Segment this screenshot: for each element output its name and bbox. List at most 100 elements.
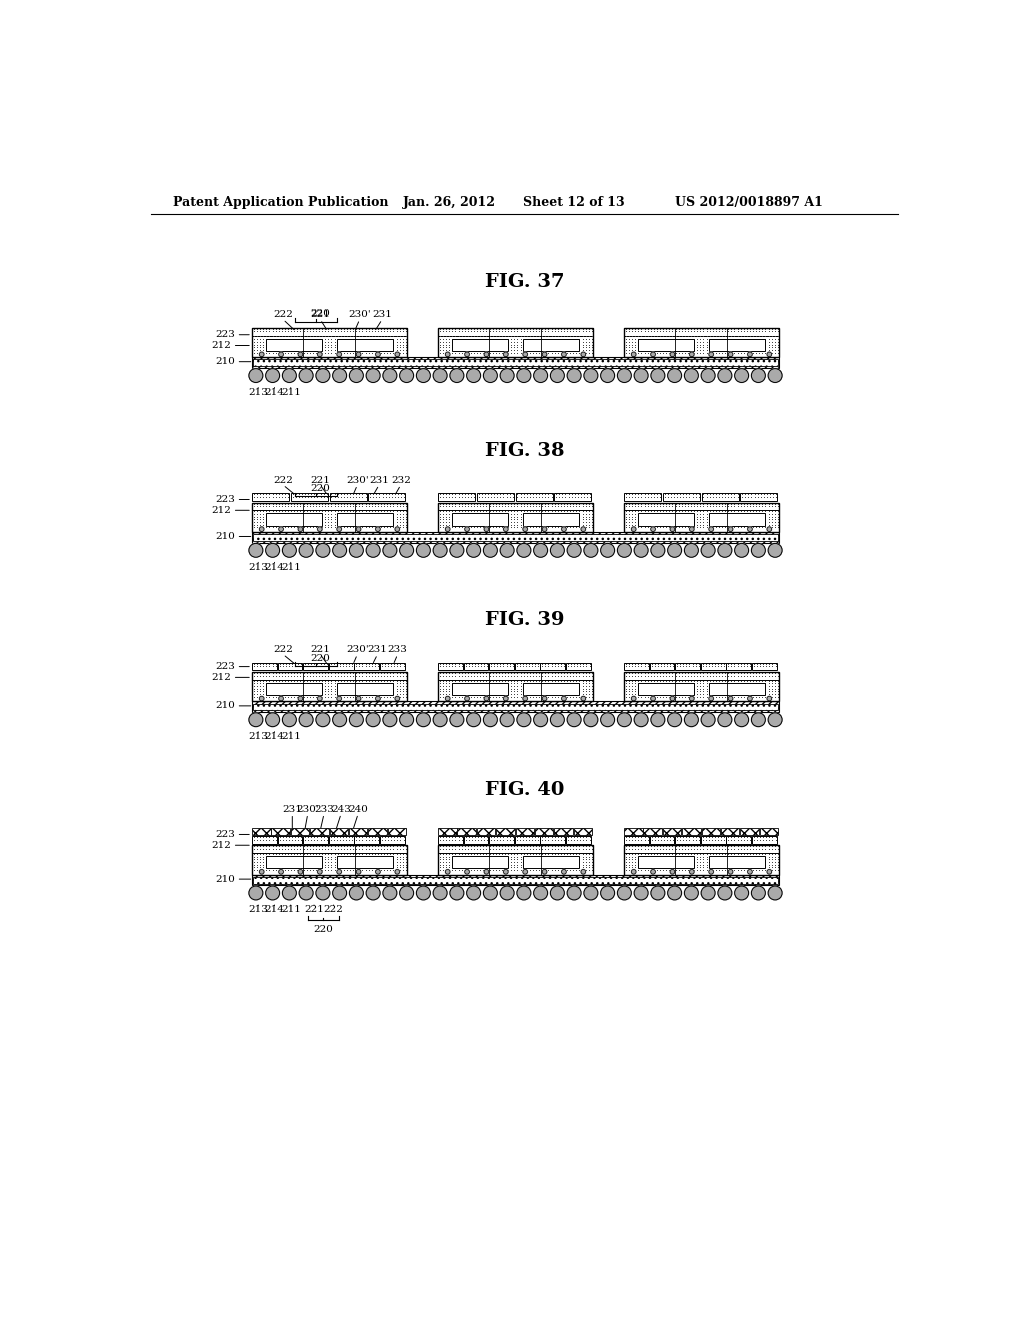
Bar [303, 836, 328, 843]
Circle shape [668, 368, 682, 383]
Text: 212: 212 [211, 673, 231, 682]
Circle shape [551, 713, 564, 726]
Bar [624, 663, 649, 671]
Bar [624, 845, 779, 874]
Circle shape [333, 886, 346, 900]
Bar [464, 836, 488, 843]
Bar [278, 663, 302, 671]
Circle shape [259, 870, 264, 874]
Circle shape [689, 352, 694, 356]
Bar [701, 829, 720, 836]
Circle shape [581, 527, 586, 532]
Bar [573, 829, 592, 836]
Circle shape [584, 886, 598, 900]
Circle shape [484, 527, 488, 532]
Bar [624, 829, 643, 836]
Circle shape [445, 696, 450, 701]
Circle shape [383, 886, 397, 900]
Circle shape [581, 352, 586, 356]
Text: 240: 240 [348, 805, 368, 813]
Bar [253, 704, 778, 710]
Bar [522, 513, 579, 525]
Circle shape [650, 696, 655, 701]
Circle shape [349, 886, 364, 900]
Circle shape [523, 352, 527, 356]
Circle shape [356, 696, 360, 701]
Circle shape [315, 713, 330, 726]
Bar [639, 855, 694, 869]
Circle shape [709, 696, 714, 701]
Circle shape [450, 886, 464, 900]
Circle shape [684, 713, 698, 726]
Bar [464, 663, 488, 671]
Circle shape [523, 527, 527, 532]
Circle shape [349, 544, 364, 557]
Circle shape [651, 713, 665, 726]
Text: 211: 211 [281, 562, 301, 572]
Text: 222: 222 [324, 906, 343, 915]
Bar [438, 836, 463, 843]
Circle shape [279, 870, 284, 874]
Circle shape [551, 544, 564, 557]
Bar [369, 829, 387, 836]
Circle shape [467, 544, 480, 557]
Text: 213: 213 [248, 906, 268, 915]
Circle shape [259, 527, 264, 532]
Circle shape [701, 368, 715, 383]
Circle shape [349, 713, 364, 726]
Circle shape [259, 352, 264, 356]
Bar [477, 829, 496, 836]
Text: Sheet 12 of 13: Sheet 12 of 13 [523, 195, 625, 209]
Text: 211: 211 [281, 388, 301, 397]
Circle shape [734, 713, 749, 726]
Bar [253, 535, 778, 541]
Bar [649, 836, 675, 843]
Circle shape [417, 544, 430, 557]
Circle shape [299, 368, 313, 383]
Circle shape [734, 886, 749, 900]
Bar [649, 663, 675, 671]
Circle shape [504, 696, 508, 701]
Bar [489, 663, 514, 671]
Bar [726, 663, 751, 671]
Text: 222: 222 [273, 475, 293, 484]
Bar [541, 836, 565, 843]
Circle shape [467, 368, 480, 383]
Text: 212: 212 [211, 341, 231, 350]
Circle shape [504, 527, 508, 532]
Bar [252, 503, 407, 532]
Circle shape [517, 886, 530, 900]
Circle shape [337, 527, 342, 532]
Circle shape [484, 696, 488, 701]
Text: FIG. 39: FIG. 39 [485, 611, 564, 630]
Circle shape [561, 352, 566, 356]
Circle shape [632, 696, 636, 701]
Bar [624, 503, 779, 532]
Bar [252, 503, 407, 511]
Circle shape [367, 886, 380, 900]
Circle shape [668, 544, 682, 557]
Circle shape [748, 527, 753, 532]
Circle shape [534, 713, 548, 726]
Text: 212: 212 [211, 841, 231, 850]
Bar [337, 682, 392, 696]
Circle shape [670, 696, 675, 701]
Circle shape [650, 352, 655, 356]
Bar [252, 663, 276, 671]
Bar [566, 663, 591, 671]
Text: 211: 211 [281, 733, 301, 741]
Circle shape [283, 544, 296, 557]
Text: FIG. 38: FIG. 38 [485, 442, 564, 459]
Circle shape [767, 696, 772, 701]
Circle shape [433, 886, 447, 900]
Bar [515, 494, 553, 502]
Bar [388, 829, 407, 836]
Text: 231: 231 [283, 805, 302, 813]
Text: 210: 210 [215, 875, 234, 883]
Circle shape [450, 368, 464, 383]
Circle shape [534, 886, 548, 900]
Text: 220: 220 [313, 925, 333, 933]
Circle shape [632, 527, 636, 532]
Bar [266, 339, 323, 351]
Text: 221: 221 [310, 310, 330, 319]
